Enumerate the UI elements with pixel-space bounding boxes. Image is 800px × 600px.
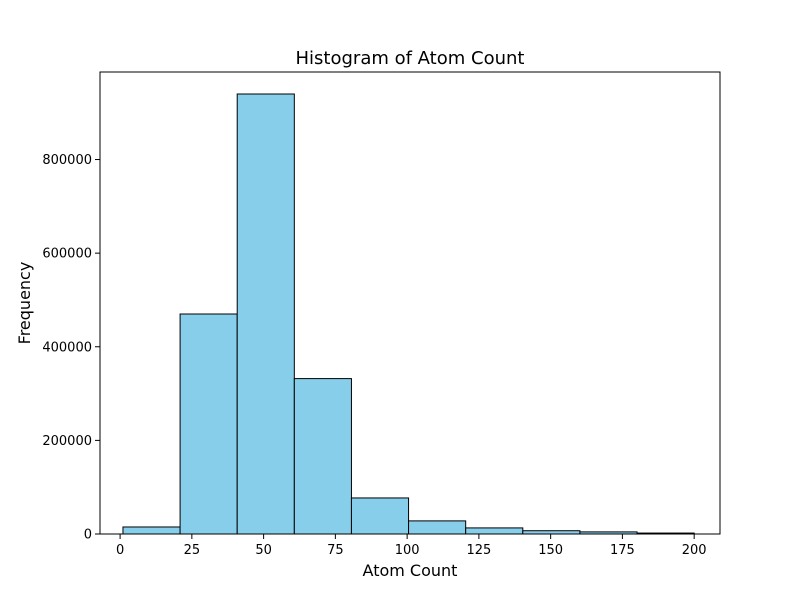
y-tick-label: 200000 <box>42 434 92 449</box>
y-axis-label: Frequency <box>15 262 34 345</box>
histogram-bar <box>179 313 238 535</box>
histogram-bar <box>350 497 410 535</box>
x-tick-label: 0 <box>116 543 124 558</box>
y-tick-label: 0 <box>84 528 92 543</box>
y-axis: 0 200000 400000 600000 800000 <box>42 153 100 543</box>
histogram-bar <box>122 526 181 535</box>
histogram-bar <box>408 520 467 535</box>
histogram-bar <box>465 527 524 535</box>
chart-title: Histogram of Atom Count <box>296 48 525 69</box>
x-tick-label: 125 <box>466 543 491 558</box>
x-axis: 0 25 50 75 100 125 150 175 200 <box>116 534 707 558</box>
y-tick-label: 600000 <box>42 247 92 262</box>
bars-group <box>122 93 695 535</box>
x-tick-label: 50 <box>255 543 272 558</box>
x-tick-label: 150 <box>538 543 563 558</box>
histogram-bar <box>293 378 352 535</box>
plot-frame <box>99 71 721 535</box>
x-tick-label: 175 <box>610 543 635 558</box>
x-tick-label: 75 <box>327 543 344 558</box>
x-tick-label: 100 <box>395 543 420 558</box>
y-tick-label: 800000 <box>42 153 92 168</box>
x-tick-label: 25 <box>184 543 201 558</box>
x-tick-label: 200 <box>682 543 707 558</box>
x-axis-label: Atom Count <box>363 561 458 580</box>
y-tick-label: 400000 <box>42 340 92 355</box>
histogram-bar <box>236 93 295 535</box>
